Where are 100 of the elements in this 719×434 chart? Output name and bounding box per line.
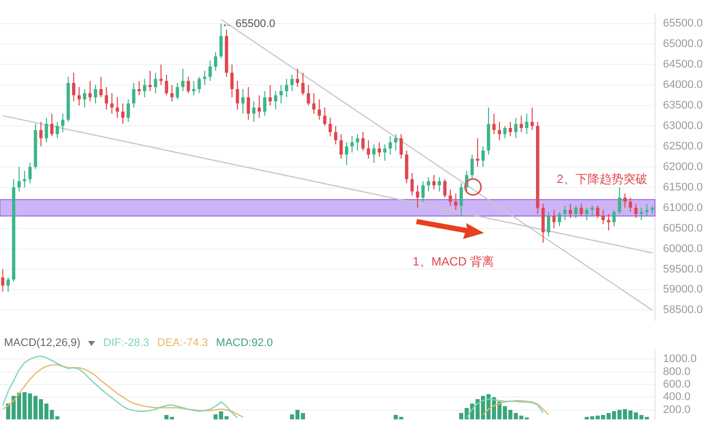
y-tick-label: 800.0 [663, 366, 691, 378]
candlestick [454, 192, 458, 210]
candlestick [590, 205, 594, 217]
candlestick [219, 23, 223, 59]
candlestick [530, 107, 534, 131]
candlestick [258, 94, 261, 118]
y-tick-label: 63000.0 [663, 120, 703, 132]
candlestick [132, 82, 136, 108]
y-tick-label: 60500.0 [663, 222, 703, 234]
candlestick [508, 121, 512, 137]
candlestick [94, 84, 98, 104]
candlestick [78, 86, 81, 106]
chart-title: MACD(12,26,9) [4, 337, 80, 349]
candlestick [596, 205, 600, 219]
candlestick [552, 209, 556, 229]
candlestick [154, 72, 158, 94]
annotation: ← 65500.0 [221, 18, 276, 30]
candlestick [17, 166, 21, 192]
y-tick-label: 58500.0 [663, 304, 703, 316]
candlestick [574, 205, 578, 219]
annotation: 2、下降趋势突破 [556, 172, 648, 186]
candlestick [241, 88, 245, 114]
candlestick [268, 84, 272, 106]
y-tick-label: 64000.0 [663, 79, 703, 92]
candlestick [426, 176, 430, 192]
candlestick [301, 72, 305, 96]
candlestick [323, 107, 326, 126]
y-tick-label: 63500.0 [663, 100, 703, 112]
text: DIF:-28.3 [103, 337, 150, 349]
candlestick [39, 121, 43, 147]
candlestick [104, 86, 108, 110]
candlestick [138, 80, 141, 96]
candlestick [634, 203, 638, 219]
candlestick [6, 276, 10, 292]
candlestick [361, 132, 365, 152]
candlestick [525, 113, 528, 135]
y-tick-label: 1000.0 [663, 353, 697, 366]
candlestick [192, 80, 196, 96]
y-tick-label: 64500.0 [663, 58, 703, 71]
candlestick [181, 68, 184, 92]
candlestick [612, 209, 616, 227]
candlestick [88, 80, 92, 102]
candlestick [312, 92, 316, 114]
candlestick [116, 96, 119, 118]
candlestick [290, 74, 294, 92]
candlestick [236, 80, 240, 110]
y-tick-label: 62000.0 [663, 160, 703, 173]
candlestick [585, 207, 588, 221]
candlestick [61, 113, 64, 133]
candlestick [306, 84, 310, 106]
candlestick [580, 203, 583, 217]
candlestick [645, 203, 648, 217]
candlestick [366, 140, 370, 160]
candlestick [328, 117, 332, 137]
candlestick [214, 52, 218, 72]
candlestick [558, 211, 562, 227]
candlestick [400, 134, 403, 160]
candlestick [230, 64, 234, 98]
candlestick [394, 134, 398, 152]
candlestick [344, 142, 348, 166]
candlestick [198, 76, 201, 94]
candlestick [356, 134, 360, 152]
candlestick [318, 98, 321, 120]
candlestick [143, 78, 146, 98]
candlestick [203, 70, 206, 86]
candlestick [383, 144, 386, 162]
candlestick [443, 178, 446, 198]
y-tick-label: 59000.0 [663, 284, 703, 296]
candlestick [514, 117, 518, 139]
candlestick [263, 90, 266, 116]
candlestick [416, 184, 420, 208]
candlestick [121, 102, 124, 124]
candlestick [284, 78, 288, 98]
y-tick-label: 600.0 [663, 378, 691, 391]
candlestick [481, 146, 485, 168]
candlestick [470, 154, 474, 180]
candlestick [388, 136, 392, 156]
candlestick [448, 188, 452, 206]
candlestick [503, 125, 507, 139]
candlestick [176, 82, 180, 100]
text: DEA:-74.3 [157, 337, 208, 349]
y-tick-label: 65000.0 [663, 38, 703, 50]
candlestick [340, 134, 343, 160]
candlestick [334, 125, 338, 145]
candlestick [170, 84, 174, 102]
candlestick [56, 121, 59, 139]
candlestick [602, 209, 605, 225]
y-tick-label: 65500.0 [663, 18, 703, 30]
candlestick [126, 98, 130, 122]
y-tick-label: 400.0 [663, 391, 691, 404]
y-tick-label: 60000.0 [663, 242, 703, 255]
candlestick [208, 60, 212, 82]
candlestick [640, 207, 643, 221]
candlestick [1, 268, 4, 292]
candlestick [274, 90, 278, 110]
candlestick [520, 115, 523, 133]
candlestick [460, 182, 463, 217]
candlestick [628, 197, 632, 212]
candlestick [252, 100, 256, 122]
candlestick [246, 86, 250, 120]
